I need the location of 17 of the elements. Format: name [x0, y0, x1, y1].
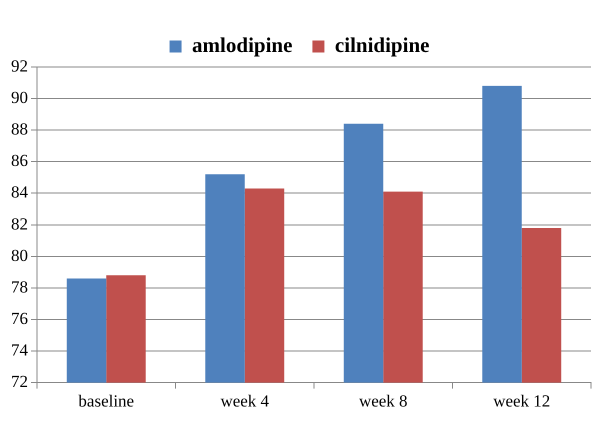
- x-tick-label: week 12: [493, 391, 550, 410]
- legend-label: amlodipine: [192, 32, 292, 57]
- y-tick-label: 88: [11, 120, 28, 139]
- x-tick-label: week 4: [220, 391, 270, 410]
- x-tick-label: week 8: [358, 391, 408, 410]
- y-tick-label: 74: [11, 340, 28, 360]
- y-tick-label: 84: [11, 182, 28, 202]
- x-tick-label: baseline: [78, 391, 134, 410]
- legend-label: cilnidipine: [334, 32, 430, 57]
- y-tick-label: 72: [11, 372, 28, 392]
- y-tick-label: 78: [11, 277, 28, 296]
- y-tick-label: 82: [11, 214, 28, 234]
- y-tick-label: 90: [11, 88, 28, 108]
- y-tick-label: 86: [11, 151, 28, 170]
- y-tick-label: 80: [11, 246, 28, 265]
- y-tick-label: 92: [11, 56, 28, 76]
- y-tick-label: 76: [11, 308, 28, 328]
